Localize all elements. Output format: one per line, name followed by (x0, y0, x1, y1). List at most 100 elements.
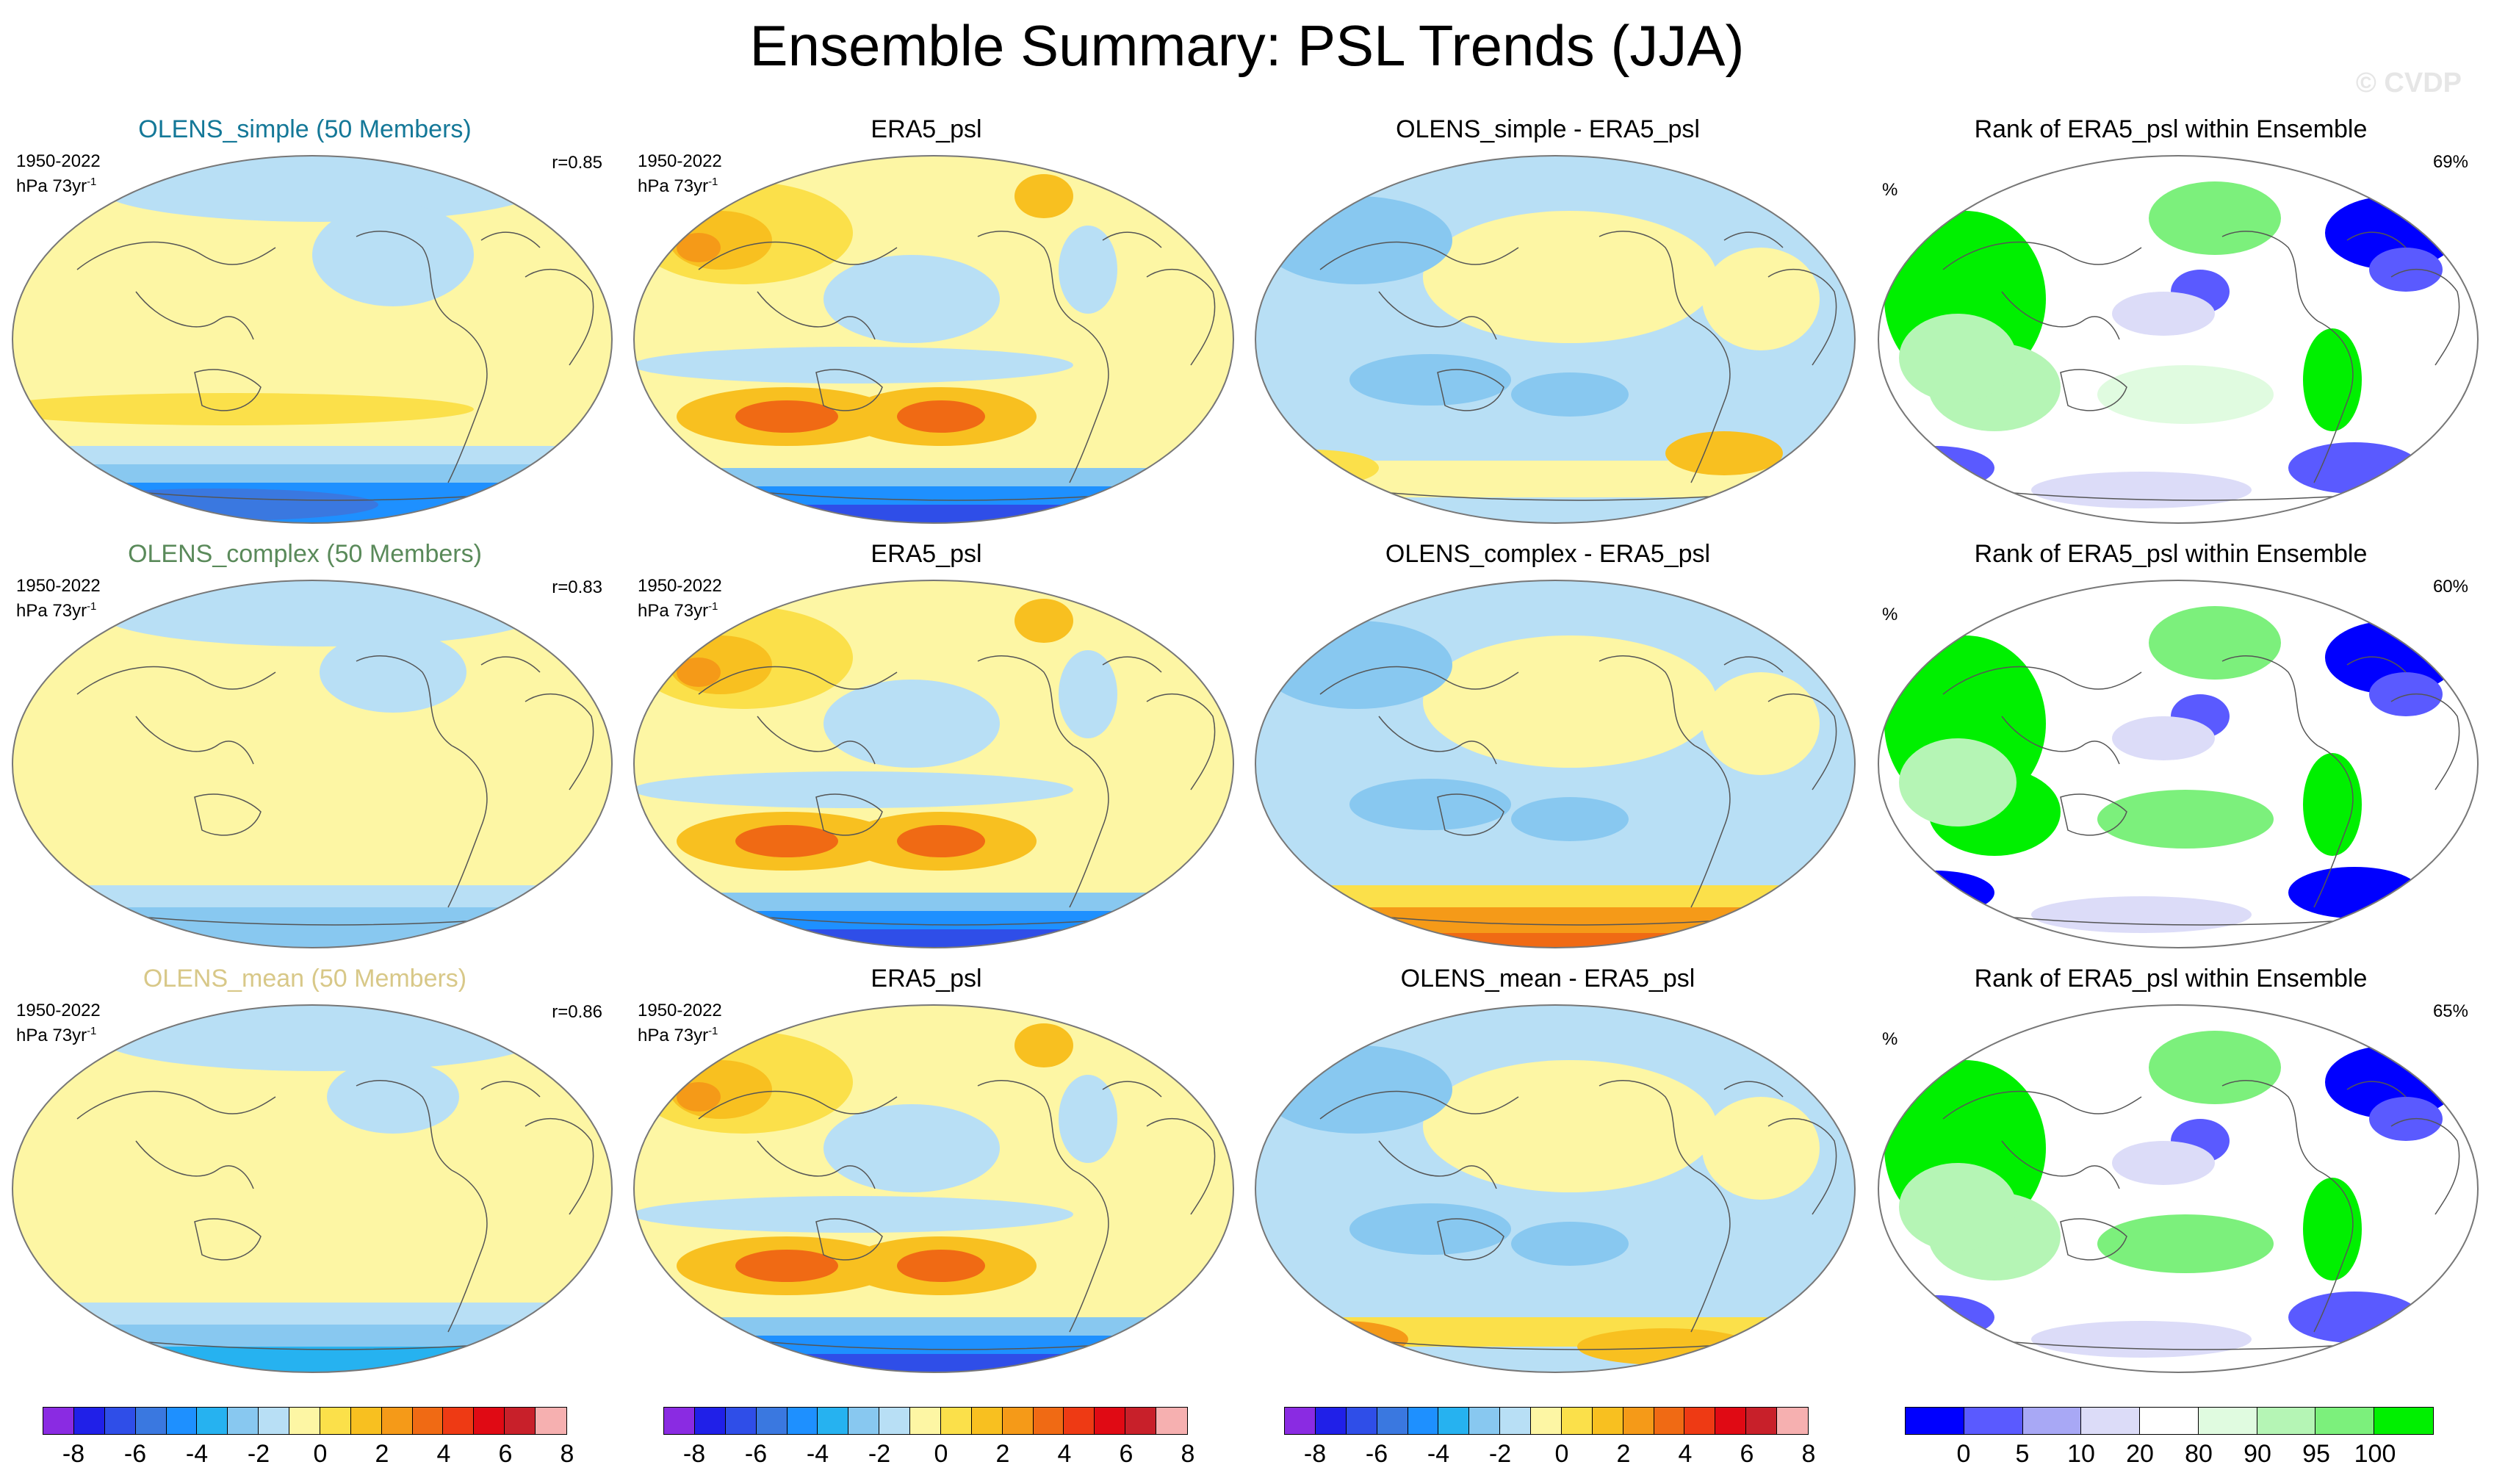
colorbar-swatch (443, 1408, 475, 1434)
colorbar-tick-label: 6 (1119, 1440, 1134, 1468)
colorbar-swatch (1715, 1408, 1747, 1434)
field-atlantic-low (1059, 650, 1117, 738)
colorbar-swatch (694, 1408, 726, 1434)
map-outline (633, 1004, 1234, 1373)
colorbar-swatch (1285, 1408, 1316, 1434)
panel-mean-rank: Rank of ERA5_psl within Ensemble% 65% (1866, 963, 2490, 1389)
robinson-map (1878, 1004, 2479, 1373)
units-label: hPa 73yr-1 (638, 1025, 718, 1045)
colorbar-swatch (197, 1408, 228, 1434)
colorbar-trend: -8 -6 -4 -2 0 2 4 6 8 (663, 1407, 1214, 1473)
field-pacific-yellow (1423, 1060, 1717, 1192)
colorbar-tick-label: 6 (1740, 1440, 1754, 1468)
field-blue-southern-west (1878, 871, 1994, 915)
colorbar-tick-label: -2 (868, 1440, 891, 1468)
field-pacific-low (823, 255, 1000, 343)
colorbar-swatch (2140, 1408, 2199, 1434)
colorbar-swatch (1592, 1408, 1623, 1434)
period-label: 1950-2022 (16, 151, 101, 171)
map-outline (1255, 155, 1856, 524)
field-green-samerica (2303, 753, 2362, 856)
field-green-northamerica (2149, 181, 2281, 255)
field-pacific-low (823, 680, 1000, 768)
colorbar-swatch (664, 1408, 695, 1434)
field-tropical-band (634, 347, 1073, 383)
field-eurasia-high-3 (677, 1082, 721, 1112)
field-eurasia-high-3 (677, 233, 721, 262)
field-southern-blue-west (1349, 779, 1511, 830)
map-field (1255, 156, 1855, 523)
colorbar-swatch (971, 1408, 1003, 1434)
colorbar-tick-label: 2 (1616, 1440, 1631, 1468)
field-green-samerica (2303, 328, 2362, 431)
colorbar-swatch (1408, 1408, 1439, 1434)
field-southern-core-2 (1665, 431, 1783, 475)
field-south-high-west-core (735, 1250, 838, 1282)
field-southern-ocean-2 (12, 1325, 612, 1347)
field-green-northamerica (2149, 606, 2281, 680)
panel-complex-diff: OLENS_complex - ERA5_psl (1243, 539, 1867, 965)
field-tropical-band (634, 771, 1073, 808)
panel-simple-model: OLENS_simple (50 Members) 1950-2022 hPa 73… (0, 114, 624, 540)
colorbar-swatch (1531, 1408, 1562, 1434)
colorbar-swatch (1095, 1408, 1126, 1434)
colorbar-tick-label: 4 (1057, 1440, 1072, 1468)
map-outline (633, 155, 1234, 524)
panel-complex-model: OLENS_complex (50 Members) 1950-2022 hPa 7… (0, 539, 624, 965)
colorbar-swatch (2022, 1408, 2082, 1434)
field-greenland-high (1014, 599, 1073, 643)
colorbar-swatch (135, 1408, 167, 1434)
field-tropical-blue (320, 632, 466, 713)
panel-mean-model: OLENS_mean (50 Members) 1950-2022 hPa 73yr… (0, 963, 624, 1389)
field-tropical-band (634, 1196, 1073, 1233)
colorbar-swatch (818, 1408, 849, 1434)
panel-mean-obs: ERA5_psl 1950-2022 hPa 73yr-1 (621, 963, 1246, 1389)
map-field (1255, 1005, 1855, 1372)
robinson-map (1255, 580, 1856, 948)
map-field (1878, 1005, 2478, 1372)
map-outline (1878, 155, 2479, 524)
colorbar-tick-label: -8 (1303, 1440, 1327, 1468)
field-green-pacific (2097, 365, 2274, 424)
field-southern-blue-east (1511, 797, 1629, 841)
colorbar-swatch (725, 1408, 757, 1434)
colorbar-swatch (43, 1408, 74, 1434)
panel-title: ERA5_psl (871, 965, 982, 993)
colorbar-tick-label: -4 (185, 1440, 209, 1468)
period-label: 1950-2022 (16, 576, 101, 596)
colorbar-swatch (1469, 1408, 1501, 1434)
colorbar-tick-label: -2 (247, 1440, 270, 1468)
field-south-high-east-core (897, 400, 985, 433)
field-southern-core (55, 489, 378, 521)
colorbar-swatch (2081, 1408, 2141, 1434)
field-southern-ocean-2 (1255, 907, 1855, 937)
field-lightgreen-indian (1899, 738, 2017, 826)
field-south-high-east-core (897, 825, 985, 857)
robinson-map (12, 155, 613, 524)
colorbar-trend: -8 -6 -4 -2 0 2 4 6 8 (1284, 1407, 1835, 1473)
panel-title: Rank of ERA5_psl within Ensemble (1974, 115, 2368, 143)
field-southern-ocean-1 (12, 1303, 612, 1325)
pattern-correlation: r=0.83 (552, 577, 602, 597)
field-southern-ocean-1 (12, 885, 612, 907)
field-southern-ocean-1 (1255, 1317, 1855, 1347)
units-label: hPa 73yr-1 (16, 176, 97, 196)
colorbar-swatch (1964, 1408, 2023, 1434)
field-greenland-high (1014, 1023, 1073, 1067)
colorbar-swatch (289, 1408, 320, 1434)
colorbar-tick-label: 0 (313, 1440, 328, 1468)
colorbar-tick-label: 80 (2185, 1440, 2213, 1468)
colorbar-tick-label: 95 (2302, 1440, 2330, 1468)
panel-title: OLENS_mean - ERA5_psl (1400, 965, 1695, 993)
colorbar-swatch (2315, 1408, 2375, 1434)
colorbar-swatch (1746, 1408, 1777, 1434)
period-label: 1950-2022 (638, 576, 722, 596)
colorbar-tick-label: 8 (1801, 1440, 1816, 1468)
colorbar-swatch (787, 1408, 818, 1434)
field-atlantic-yellow (1702, 248, 1820, 350)
robinson-map (1878, 580, 2479, 948)
colorbar-trend: -8 -6 -4 -2 0 2 4 6 8 (43, 1407, 594, 1473)
field-tropical-blue (327, 1060, 459, 1134)
panel-mean-diff: OLENS_mean - ERA5_psl (1243, 963, 1867, 1389)
colorbar-swatch (2374, 1408, 2434, 1434)
